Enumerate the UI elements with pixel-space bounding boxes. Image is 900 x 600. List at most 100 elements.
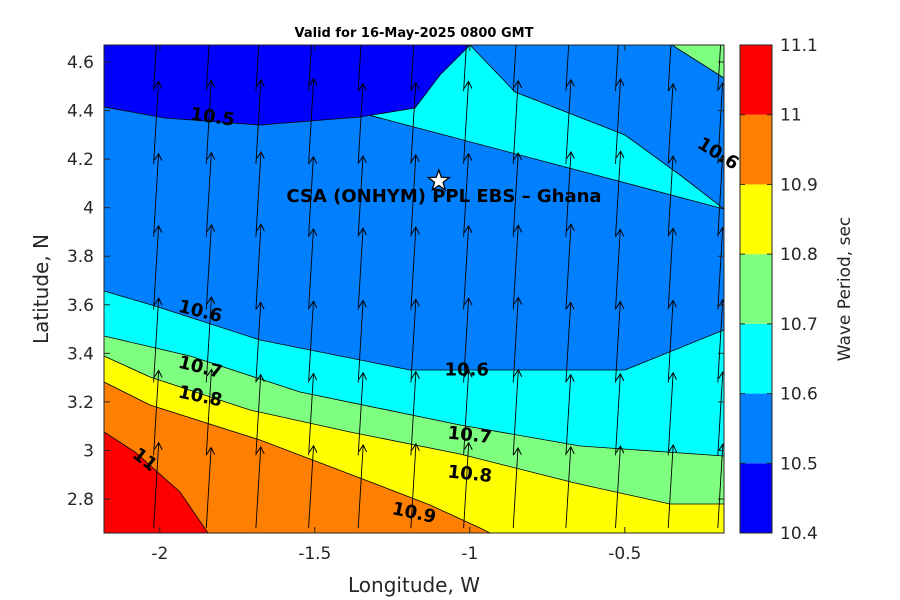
wave-arrow xyxy=(615,79,621,164)
wave-arrow xyxy=(153,82,159,164)
wave-arrow xyxy=(308,45,312,92)
band-10.9-11.0 xyxy=(104,381,491,533)
wave-arrow xyxy=(463,154,469,237)
wave-arrow xyxy=(565,80,571,164)
wave-arrow xyxy=(255,224,261,310)
wave-arrow xyxy=(308,79,314,164)
wave-arrow xyxy=(512,448,518,529)
wave-arrow xyxy=(565,152,571,237)
y-tick-label: 4.4 xyxy=(67,102,94,122)
wave-arrow xyxy=(153,45,157,92)
wave-arrow xyxy=(717,83,723,164)
plot-area xyxy=(104,45,724,533)
band-10.7-10.8-corner xyxy=(671,45,724,79)
colorbar-tick-label: 10.7 xyxy=(780,315,818,335)
wave-arrow xyxy=(357,45,362,92)
wave-arrow xyxy=(717,444,723,529)
wave-arrow xyxy=(512,298,518,383)
wave-arrow xyxy=(565,447,571,529)
colorbar-tick-label: 10.9 xyxy=(780,175,818,195)
wave-arrow xyxy=(205,369,211,456)
band-10.5-10.6 xyxy=(104,45,724,371)
contour-label: 10.7 xyxy=(447,423,493,449)
wave-arrow xyxy=(615,45,619,92)
wave-arrow xyxy=(565,302,571,383)
wave-arrow xyxy=(255,45,260,92)
colorbar-swatch xyxy=(740,393,772,464)
wave-arrow xyxy=(255,302,261,383)
y-axis-ticks: 2.8 3 3.2 3.4 3.6 3.8 4 4.2 4.4 4.6 xyxy=(67,53,724,510)
wave-arrow xyxy=(667,156,673,237)
colorbar-swatch xyxy=(740,323,772,394)
wave-arrow xyxy=(153,298,159,383)
wave-arrow xyxy=(410,227,416,310)
x-axis-ticks: -2 -1.5 -1 -0.5 xyxy=(151,45,641,564)
wave-arrow xyxy=(308,157,314,237)
y-tick-label: 3.8 xyxy=(67,247,94,267)
site-annotation: CSA (ONHYM) PPL EBS – Ghana xyxy=(286,186,601,207)
wave-arrow xyxy=(512,81,518,164)
wave-arrow xyxy=(153,371,159,456)
band-10.4-10.5 xyxy=(104,45,471,126)
colorbar-swatch xyxy=(740,114,772,185)
colorbar-swatch xyxy=(740,45,772,115)
wave-arrow xyxy=(255,375,261,456)
colorbar-swatch xyxy=(740,184,772,255)
wave-arrow xyxy=(205,448,211,529)
colorbar-frame xyxy=(739,44,773,534)
colorbar-label: Wave Period, sec xyxy=(835,217,855,362)
wave-arrow xyxy=(512,225,518,310)
wave-arrow xyxy=(667,84,673,164)
wave-arrow xyxy=(463,226,469,310)
wave-arrow xyxy=(255,152,261,237)
site-marker xyxy=(426,168,452,192)
wave-arrow xyxy=(205,297,211,383)
wave-arrow xyxy=(615,302,621,383)
wave-arrow xyxy=(255,80,261,164)
wave-arrow xyxy=(205,45,210,92)
y-tick-label: 4 xyxy=(83,199,94,219)
y-tick-label: 4.2 xyxy=(67,150,94,170)
wave-arrow xyxy=(308,301,314,383)
contour-label: 10.8 xyxy=(447,461,493,487)
wave-arrow xyxy=(205,225,211,310)
wave-arrow xyxy=(615,374,621,456)
y-tick-label: 2.8 xyxy=(67,490,94,510)
wave-arrow xyxy=(615,229,621,310)
wave-arrow xyxy=(717,155,723,237)
x-tick-label: -1 xyxy=(461,544,478,564)
wave-arrow xyxy=(463,45,467,92)
wave-arrow xyxy=(410,83,416,164)
wave-arrow xyxy=(308,229,314,310)
wave-arrow xyxy=(512,370,518,456)
wave-arrow xyxy=(357,228,363,310)
contour-label: 10.6 xyxy=(444,359,488,380)
wave-arrow xyxy=(615,151,621,237)
wave-arrow xyxy=(667,228,673,310)
wave-arrow xyxy=(717,372,723,456)
colorbar-tick-label: 10.5 xyxy=(780,454,818,474)
y-axis-label: Latitude, N xyxy=(29,234,53,344)
wave-arrow xyxy=(717,228,723,310)
colorbar: 10.4 10.5 10.6 10.7 10.8 10.9 11 11.1 xyxy=(739,36,818,544)
site-star-icon xyxy=(426,168,452,192)
wave-arrow xyxy=(667,445,673,529)
y-tick-label: 4.6 xyxy=(67,53,94,73)
wave-arrow xyxy=(463,371,469,456)
y-tick-label: 3.6 xyxy=(67,296,94,316)
wave-arrow xyxy=(205,153,211,237)
colorbar-tick-label: 10.6 xyxy=(780,385,818,405)
x-tick-label: -2 xyxy=(151,544,168,564)
wave-arrow xyxy=(357,84,363,164)
wave-arrow xyxy=(357,445,363,529)
wave-arrow xyxy=(512,153,518,237)
wave-arrow xyxy=(410,155,416,237)
wave-arrow xyxy=(153,226,159,310)
wave-arrow xyxy=(357,156,363,237)
wave-arrow xyxy=(308,374,314,456)
wave-arrow xyxy=(565,375,571,456)
wave-arrow xyxy=(463,298,469,383)
wave-arrow xyxy=(463,443,469,529)
wave-arrow xyxy=(717,45,722,92)
